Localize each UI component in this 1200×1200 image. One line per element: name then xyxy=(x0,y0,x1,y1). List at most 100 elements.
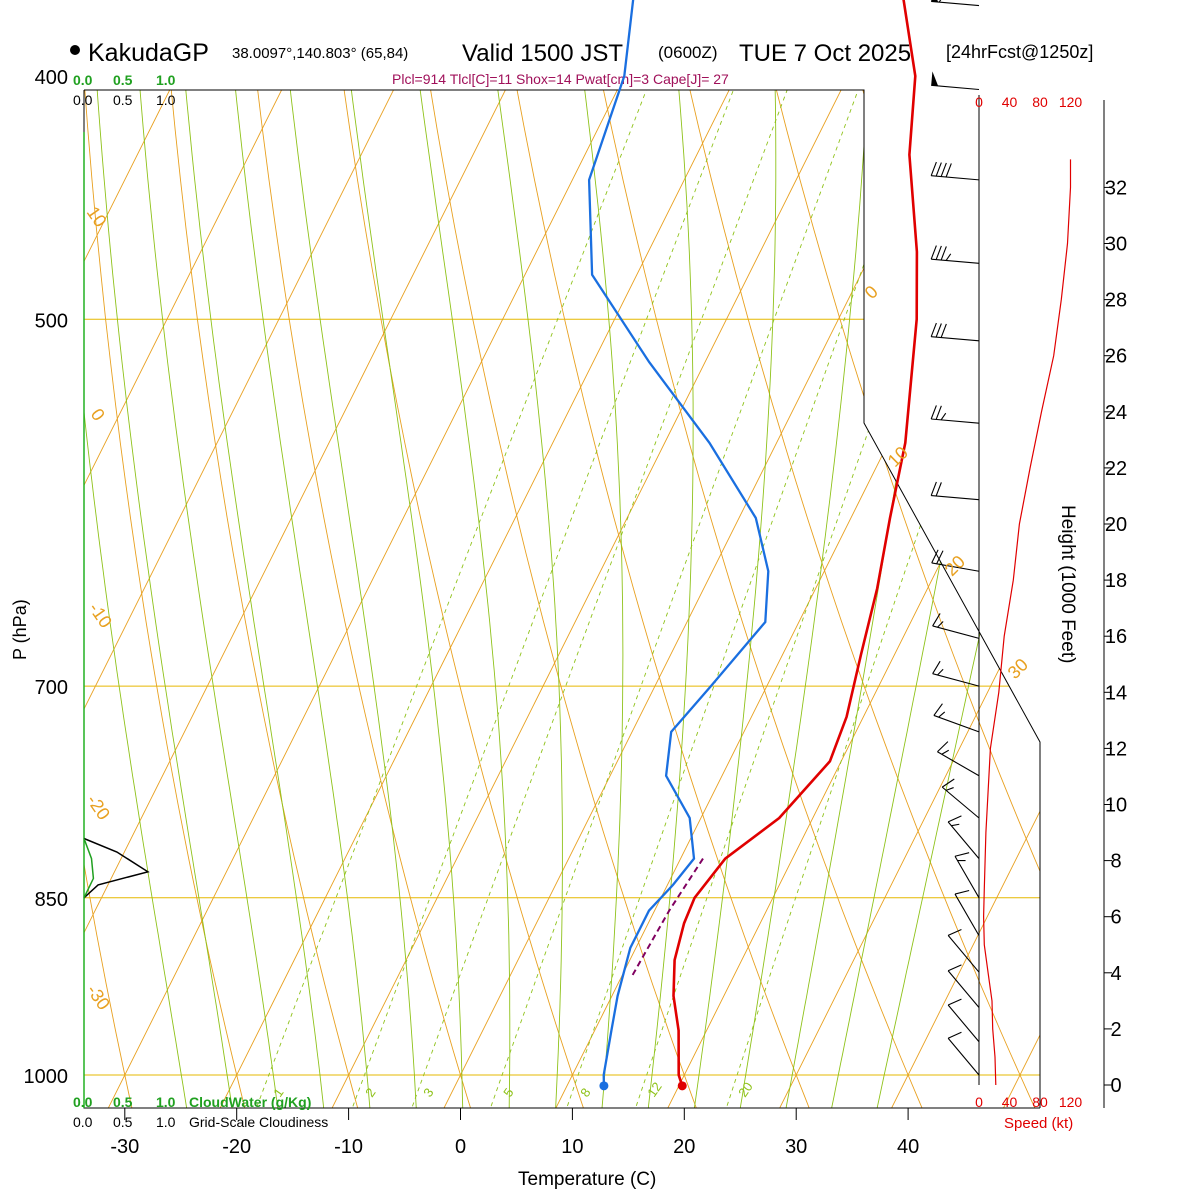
temp-tick-label: 0 xyxy=(455,1136,466,1158)
wind-barb-flag xyxy=(932,613,941,627)
dry-adiabat-line xyxy=(903,90,1040,1108)
wind-barb-flag xyxy=(935,323,942,338)
mixing-ratio-line xyxy=(472,90,864,1108)
dry-adiabat-line xyxy=(0,0,29,1159)
wind-barb xyxy=(933,703,980,733)
wind-barb xyxy=(947,964,980,1008)
isotherm-line xyxy=(84,90,546,1108)
moist-adiabat-line xyxy=(84,90,196,1108)
wind-barb xyxy=(930,405,980,424)
cloud-axis-bottom-green-label: 0.5 xyxy=(113,1094,133,1110)
wind-barb-flag xyxy=(930,322,937,337)
wind-barb-shaft xyxy=(954,893,980,936)
wind-barb-flag xyxy=(930,245,937,260)
cloud-axis-top-label: 0.0 xyxy=(73,92,93,108)
wind-barb-flag xyxy=(930,481,937,496)
wind-barb-flag xyxy=(954,889,970,895)
pressure-tick-label: 400 xyxy=(35,67,68,89)
wind-barb xyxy=(930,322,980,342)
height-tick-label: 12 xyxy=(1105,738,1127,760)
wind-barb-shaft xyxy=(941,786,980,819)
forecast-info: [24hrFcst@1250z] xyxy=(946,42,1093,62)
wind-barb xyxy=(947,998,980,1043)
wind-barb-flag xyxy=(937,741,949,753)
surface-temp-dot xyxy=(677,1081,687,1091)
wind-barb-flag xyxy=(940,412,947,421)
pressure-tick-label: 500 xyxy=(35,310,68,332)
cloudwater-label: CloudWater (g/Kg) xyxy=(189,1094,311,1110)
speed-tick-bottom-label: 80 xyxy=(1032,1094,1048,1110)
wind-barb-shaft xyxy=(932,625,980,639)
isotherm-line xyxy=(753,90,1040,1108)
cloud-axis-bottom-label: 0.0 xyxy=(73,1114,93,1130)
wind-barb-flag xyxy=(941,749,950,755)
theta-label: 0 xyxy=(87,405,109,425)
height-tick-label: 22 xyxy=(1105,458,1127,480)
temp-tick-label: 40 xyxy=(897,1136,919,1158)
mixing-ratio-label: 5 xyxy=(500,1085,516,1100)
speed-tick-top-label: 120 xyxy=(1059,94,1083,110)
cloud-axis-bottom-green-label: 0.0 xyxy=(73,1094,93,1110)
theta-label: -20 xyxy=(83,791,114,824)
theta-label: 20 xyxy=(941,552,969,580)
wind-barb-flag xyxy=(935,162,942,177)
moist-adiabat-line xyxy=(519,90,624,1108)
speed-tick-top-label: 80 xyxy=(1032,94,1048,110)
isotherm-line xyxy=(194,90,993,1108)
wind-barb-flag xyxy=(940,246,947,261)
y-axis-title: P (hPa) xyxy=(10,599,30,660)
mixing-ratio-label: 20 xyxy=(735,1079,756,1099)
temp-tick-label: -30 xyxy=(110,1136,139,1158)
isotherm-line xyxy=(641,90,1040,1108)
wind-barb-pennant xyxy=(931,71,939,86)
wind-barb-flag xyxy=(933,703,943,716)
height-tick-label: 28 xyxy=(1105,290,1127,312)
height-axis-title: Height (1000 Feet) xyxy=(1057,505,1078,663)
mixing-ratio-line xyxy=(236,90,653,1108)
wind-barb-flag xyxy=(945,253,952,261)
x-axis-title: Temperature (C) xyxy=(518,1169,656,1190)
surface-dewpoint-dot xyxy=(599,1081,609,1091)
isotherm-line xyxy=(84,90,770,1108)
dry-adiabat-line xyxy=(141,90,373,1108)
theta-label: -30 xyxy=(83,981,114,1014)
wind-barb xyxy=(954,852,980,899)
wind-barb-shaft xyxy=(931,562,980,572)
parcel-line xyxy=(630,858,704,978)
wind-barb-flag xyxy=(937,668,944,676)
speed-tick-bottom-label: 0 xyxy=(975,1094,983,1110)
isotherm-line xyxy=(84,90,322,1108)
isotherm-line xyxy=(418,90,1040,1108)
mixing-ratio-label: 2 xyxy=(362,1085,378,1100)
mixing-ratio-label: 3 xyxy=(420,1085,436,1100)
wind-barb-flag xyxy=(941,778,955,788)
wind-barb xyxy=(930,161,980,181)
wind-barb-flag xyxy=(945,787,954,791)
wind-barb-shaft xyxy=(947,970,980,1008)
dry-adiabat-line xyxy=(294,90,602,1108)
isotherm-line xyxy=(977,90,1040,1108)
wind-barb-shaft xyxy=(954,855,980,899)
cloud-axis-top-label: 1.0 xyxy=(156,92,176,108)
dry-adiabat-line xyxy=(1132,0,1200,1159)
cloudiness-line xyxy=(83,837,150,899)
temp-tick-label: 20 xyxy=(673,1136,695,1158)
wind-barb xyxy=(947,815,980,859)
wind-speed-height-line xyxy=(982,159,1072,1086)
wind-barb-flag xyxy=(947,815,962,823)
wind-barb-shaft xyxy=(947,821,980,859)
stability-indices: Plcl=914 Tlcl[C]=11 Shox=14 Pwat[cm]=3 C… xyxy=(392,71,729,87)
isotherm-line xyxy=(84,90,658,1108)
isotherm-line xyxy=(84,90,434,1108)
moist-adiabat-line xyxy=(618,90,694,1108)
wind-barb xyxy=(947,928,980,973)
wind-barb-shaft xyxy=(931,84,980,91)
dry-adiabat-line xyxy=(217,90,487,1108)
wind-barb xyxy=(930,245,980,264)
dry-adiabat-line xyxy=(674,90,1040,1108)
wind-barb-flag xyxy=(954,852,970,857)
cloud-axis-top-green-label: 0.5 xyxy=(113,72,133,88)
speed-tick-bottom-label: 120 xyxy=(1059,1094,1083,1110)
wind-barb-pennant xyxy=(931,0,939,3)
valid-zulu: (0600Z) xyxy=(658,43,718,62)
